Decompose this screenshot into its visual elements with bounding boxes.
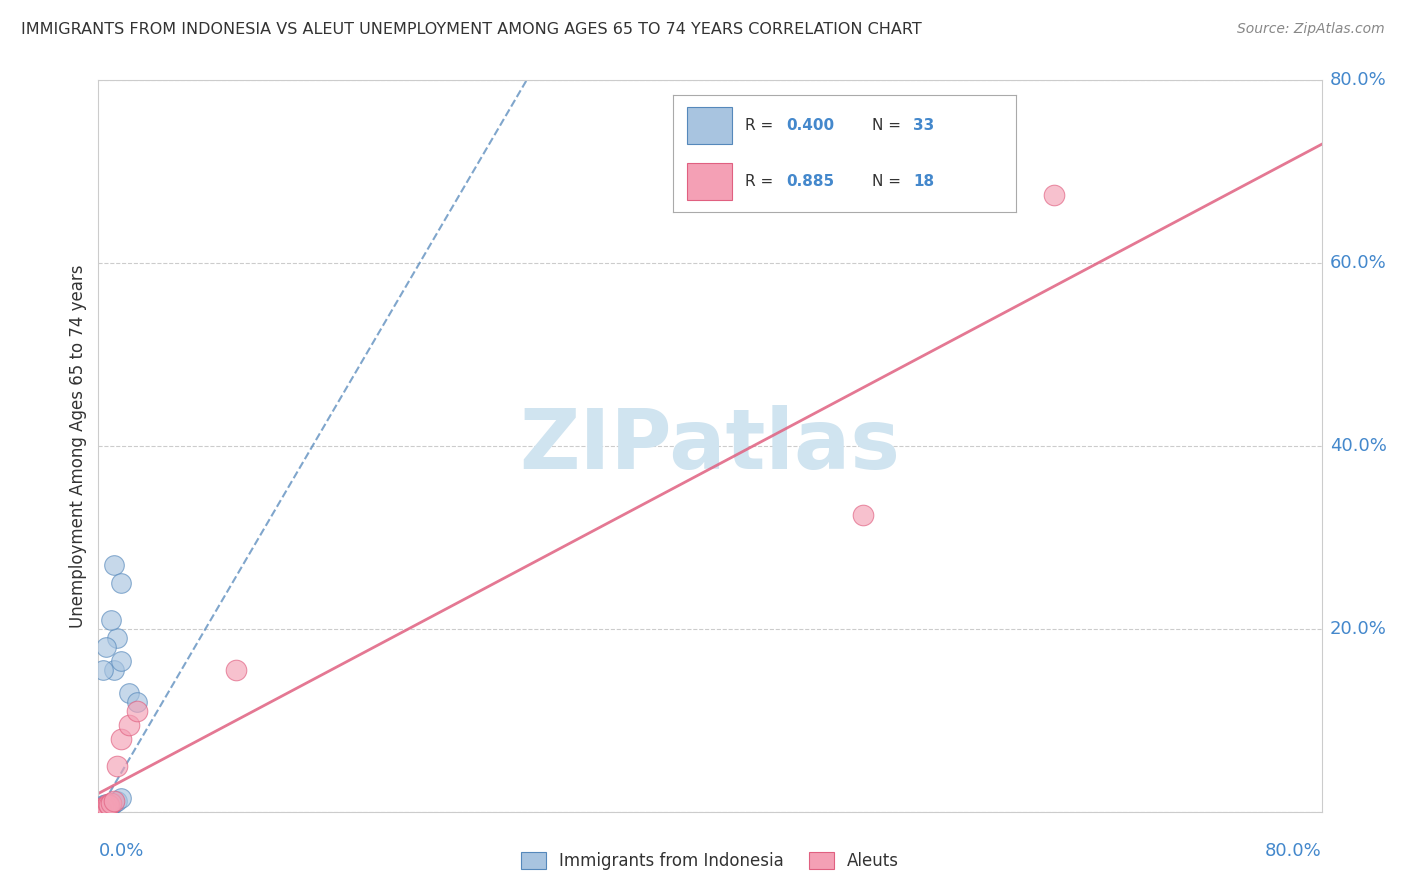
- Point: [118, 686, 141, 700]
- Point: [105, 759, 128, 773]
- Point: [103, 796, 125, 810]
- Point: [125, 704, 148, 718]
- Point: [90, 803, 112, 817]
- Point: [110, 654, 132, 668]
- Point: [91, 663, 114, 677]
- Point: [90, 802, 112, 816]
- Point: [91, 803, 114, 817]
- Text: 40.0%: 40.0%: [1330, 437, 1386, 455]
- Text: 20.0%: 20.0%: [1330, 620, 1386, 638]
- Point: [97, 800, 120, 814]
- Text: Source: ZipAtlas.com: Source: ZipAtlas.com: [1237, 22, 1385, 37]
- Text: 60.0%: 60.0%: [1330, 254, 1386, 272]
- Point: [100, 798, 122, 813]
- Point: [110, 731, 132, 746]
- Point: [89, 803, 111, 817]
- Point: [225, 663, 247, 677]
- Point: [90, 800, 112, 814]
- Point: [94, 801, 117, 815]
- Y-axis label: Unemployment Among Ages 65 to 74 years: Unemployment Among Ages 65 to 74 years: [69, 264, 87, 628]
- Point: [100, 796, 122, 810]
- Text: 0.0%: 0.0%: [98, 842, 143, 860]
- Point: [90, 804, 112, 818]
- Point: [94, 799, 117, 814]
- Point: [93, 802, 115, 816]
- Point: [91, 801, 114, 815]
- Point: [103, 558, 125, 572]
- Point: [1043, 187, 1066, 202]
- Point: [98, 799, 121, 814]
- Point: [125, 695, 148, 709]
- Point: [89, 802, 111, 816]
- Point: [87, 804, 110, 818]
- Text: 80.0%: 80.0%: [1330, 71, 1386, 89]
- Point: [94, 797, 117, 812]
- Point: [91, 800, 114, 814]
- Text: IMMIGRANTS FROM INDONESIA VS ALEUT UNEMPLOYMENT AMONG AGES 65 TO 74 YEARS CORREL: IMMIGRANTS FROM INDONESIA VS ALEUT UNEMP…: [21, 22, 922, 37]
- Point: [94, 640, 117, 655]
- Point: [91, 798, 114, 813]
- Point: [959, 187, 981, 202]
- Point: [105, 631, 128, 645]
- Legend: Immigrants from Indonesia, Aleuts: Immigrants from Indonesia, Aleuts: [515, 845, 905, 877]
- Text: ZIPatlas: ZIPatlas: [520, 406, 900, 486]
- Point: [87, 805, 110, 819]
- Point: [103, 794, 125, 808]
- Point: [89, 804, 111, 818]
- Point: [100, 613, 122, 627]
- Point: [101, 797, 124, 812]
- Point: [87, 805, 110, 819]
- Point: [89, 805, 111, 819]
- Point: [93, 801, 115, 815]
- Point: [98, 798, 121, 813]
- Point: [852, 508, 875, 522]
- Point: [118, 718, 141, 732]
- Point: [93, 799, 115, 814]
- Point: [103, 663, 125, 677]
- Point: [105, 794, 128, 808]
- Point: [87, 803, 110, 817]
- Point: [110, 576, 132, 591]
- Point: [97, 797, 120, 812]
- Text: 80.0%: 80.0%: [1265, 842, 1322, 860]
- Point: [110, 791, 132, 805]
